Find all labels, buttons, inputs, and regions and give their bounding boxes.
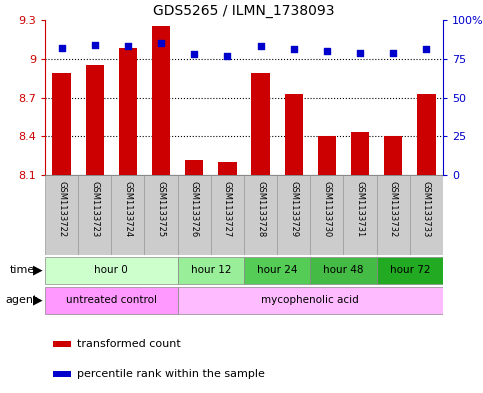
Point xyxy=(356,50,364,56)
Text: GSM1133727: GSM1133727 xyxy=(223,182,232,238)
Bar xyxy=(311,175,343,255)
Text: GSM1133729: GSM1133729 xyxy=(289,182,298,237)
Bar xyxy=(311,257,377,283)
Text: GSM1133724: GSM1133724 xyxy=(124,182,132,237)
Bar xyxy=(119,48,137,175)
Bar xyxy=(45,257,178,283)
Bar xyxy=(384,136,402,175)
Bar xyxy=(78,175,112,255)
Bar xyxy=(45,286,178,314)
Bar xyxy=(53,73,71,175)
Text: ▶: ▶ xyxy=(33,294,43,307)
Bar xyxy=(417,94,436,175)
Bar xyxy=(284,94,303,175)
Bar xyxy=(318,136,336,175)
Bar xyxy=(277,175,311,255)
Text: hour 0: hour 0 xyxy=(95,265,128,275)
Bar xyxy=(410,175,443,255)
Bar xyxy=(45,175,78,255)
Bar xyxy=(244,257,311,283)
Text: hour 48: hour 48 xyxy=(323,265,364,275)
Point xyxy=(423,46,430,53)
Bar xyxy=(152,26,170,175)
Text: hour 72: hour 72 xyxy=(390,265,430,275)
Text: GSM1133733: GSM1133733 xyxy=(422,182,431,238)
Point xyxy=(389,50,397,56)
Title: GDS5265 / ILMN_1738093: GDS5265 / ILMN_1738093 xyxy=(153,4,335,18)
Point xyxy=(157,40,165,46)
Text: untreated control: untreated control xyxy=(66,295,157,305)
Point xyxy=(224,53,231,59)
Text: ▶: ▶ xyxy=(33,263,43,277)
Text: GSM1133722: GSM1133722 xyxy=(57,182,66,237)
Bar xyxy=(377,175,410,255)
Bar xyxy=(178,175,211,255)
Text: mycophenolic acid: mycophenolic acid xyxy=(261,295,359,305)
Text: hour 12: hour 12 xyxy=(191,265,231,275)
Bar xyxy=(211,175,244,255)
Point xyxy=(323,48,331,54)
Text: GSM1133725: GSM1133725 xyxy=(156,182,166,237)
Text: GSM1133732: GSM1133732 xyxy=(389,182,398,238)
Point xyxy=(257,43,265,50)
Text: percentile rank within the sample: percentile rank within the sample xyxy=(77,369,265,379)
Text: transformed count: transformed count xyxy=(77,339,181,349)
Text: GSM1133723: GSM1133723 xyxy=(90,182,99,238)
Bar xyxy=(343,175,377,255)
Bar xyxy=(178,286,443,314)
Bar xyxy=(144,175,178,255)
Bar xyxy=(218,162,237,175)
Point xyxy=(58,45,66,51)
Text: GSM1133730: GSM1133730 xyxy=(323,182,331,238)
Point xyxy=(124,43,132,50)
Bar xyxy=(178,257,244,283)
Text: agent: agent xyxy=(5,295,37,305)
Text: GSM1133726: GSM1133726 xyxy=(190,182,199,238)
Bar xyxy=(53,341,71,347)
Bar xyxy=(244,175,277,255)
Point xyxy=(290,46,298,53)
Bar xyxy=(377,257,443,283)
Bar xyxy=(252,73,270,175)
Bar xyxy=(112,175,144,255)
Bar xyxy=(85,65,104,175)
Bar xyxy=(185,160,203,175)
Text: GSM1133728: GSM1133728 xyxy=(256,182,265,238)
Text: hour 24: hour 24 xyxy=(257,265,298,275)
Text: GSM1133731: GSM1133731 xyxy=(355,182,365,238)
Text: time: time xyxy=(10,265,35,275)
Point xyxy=(190,51,198,57)
Bar xyxy=(53,371,71,377)
Point xyxy=(91,42,99,48)
Bar xyxy=(351,132,369,175)
